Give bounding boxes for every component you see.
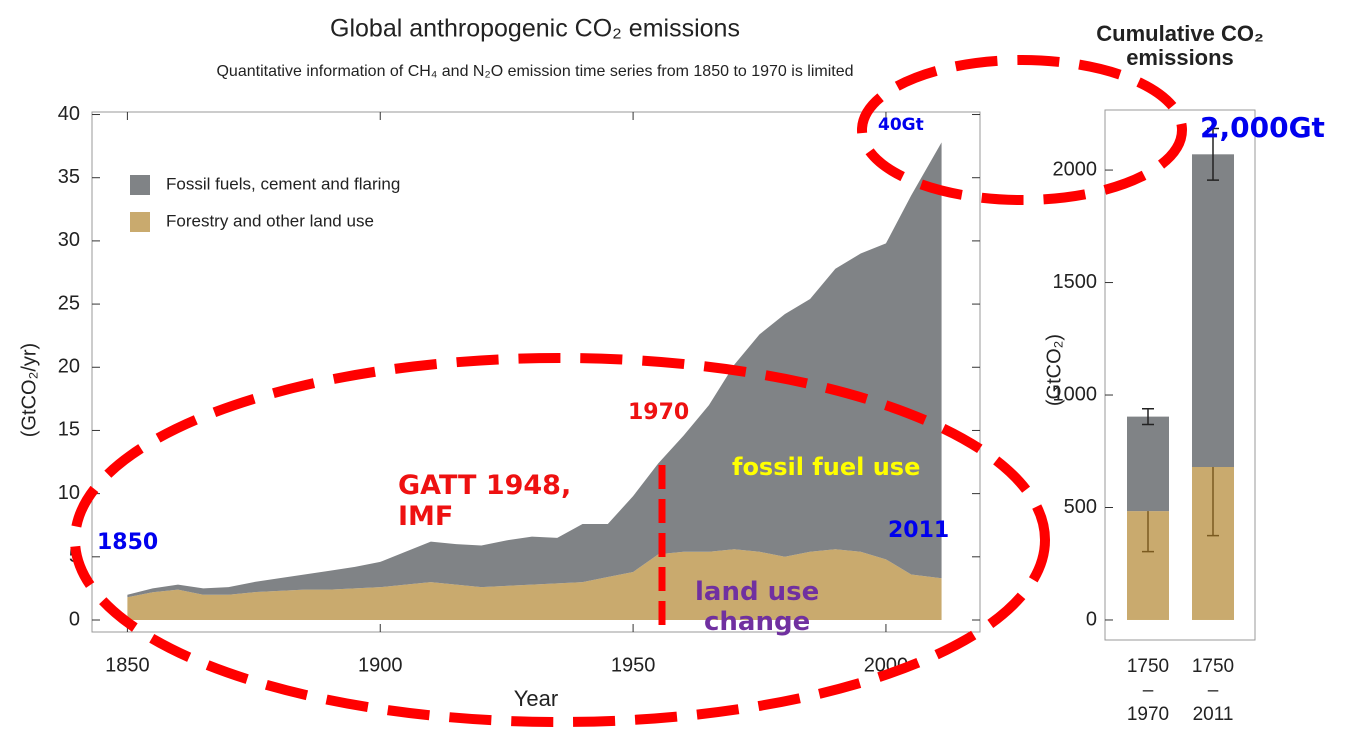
- chart-title: Cumulative CO₂ emissions: [1096, 21, 1264, 71]
- y-tick-label: 20: [58, 356, 80, 378]
- legend-label: Fossil fuels, cement and flaring: [166, 174, 400, 193]
- highlight-ellipse: [857, 55, 1187, 205]
- area: [127, 142, 942, 598]
- plot-frame: [91, 111, 981, 633]
- chart-subtitle: Quantitative information of CH₄ and N₂O …: [216, 63, 853, 80]
- x-tick-label: 1750 – 1970: [1126, 656, 1170, 725]
- y-axis-label: (GtCO₂/yr): [18, 343, 40, 437]
- y-tick-label: 1500: [1053, 271, 1098, 293]
- area: [127, 549, 942, 620]
- y-tick-label: 1000: [1053, 383, 1098, 405]
- y-tick-label: 10: [58, 482, 80, 504]
- x-tick-label: 1950: [611, 654, 656, 676]
- y-tick-label: 25: [58, 292, 80, 314]
- x-axis-label: Year: [514, 686, 558, 711]
- x-tick-label: 1750 – 2011: [1191, 656, 1235, 725]
- annotation: 2,000Gt: [1200, 111, 1325, 144]
- y-tick-label: 30: [58, 229, 80, 251]
- chart-title: Global anthropogenic CO₂ emissions: [330, 15, 740, 43]
- plot-frame: [1104, 109, 1256, 641]
- y-tick-label: 0: [69, 608, 80, 630]
- y-axis-label: (GtCO₂): [1043, 334, 1065, 406]
- x-tick-label: 1850: [105, 654, 150, 676]
- y-tick-label: 40: [58, 103, 80, 125]
- error-bar: [1207, 127, 1219, 181]
- bar: [1127, 416, 1169, 512]
- y-tick-label: 0: [1086, 608, 1097, 630]
- annotation: 2011: [888, 518, 950, 543]
- error-bar: [1142, 407, 1154, 426]
- bar: [1192, 154, 1234, 468]
- y-tick-label: 15: [58, 419, 80, 441]
- highlight-ellipse: [70, 353, 1050, 727]
- annotation: GATT 1948, IMF: [398, 470, 572, 533]
- annotation: 1970: [628, 400, 690, 425]
- annotation: fossil fuel use: [732, 453, 921, 481]
- legend-label: Forestry and other land use: [166, 211, 374, 230]
- legend-swatch: [130, 212, 150, 232]
- annotation: 1850: [97, 530, 159, 555]
- y-tick-label: 2000: [1053, 158, 1098, 180]
- y-tick-label: 35: [58, 166, 80, 188]
- y-tick-label: 500: [1064, 496, 1097, 518]
- legend-swatch: [130, 175, 150, 195]
- annotation: land use change: [695, 577, 820, 637]
- x-tick-label: 1900: [358, 654, 403, 676]
- annotation: 40Gt: [878, 115, 924, 135]
